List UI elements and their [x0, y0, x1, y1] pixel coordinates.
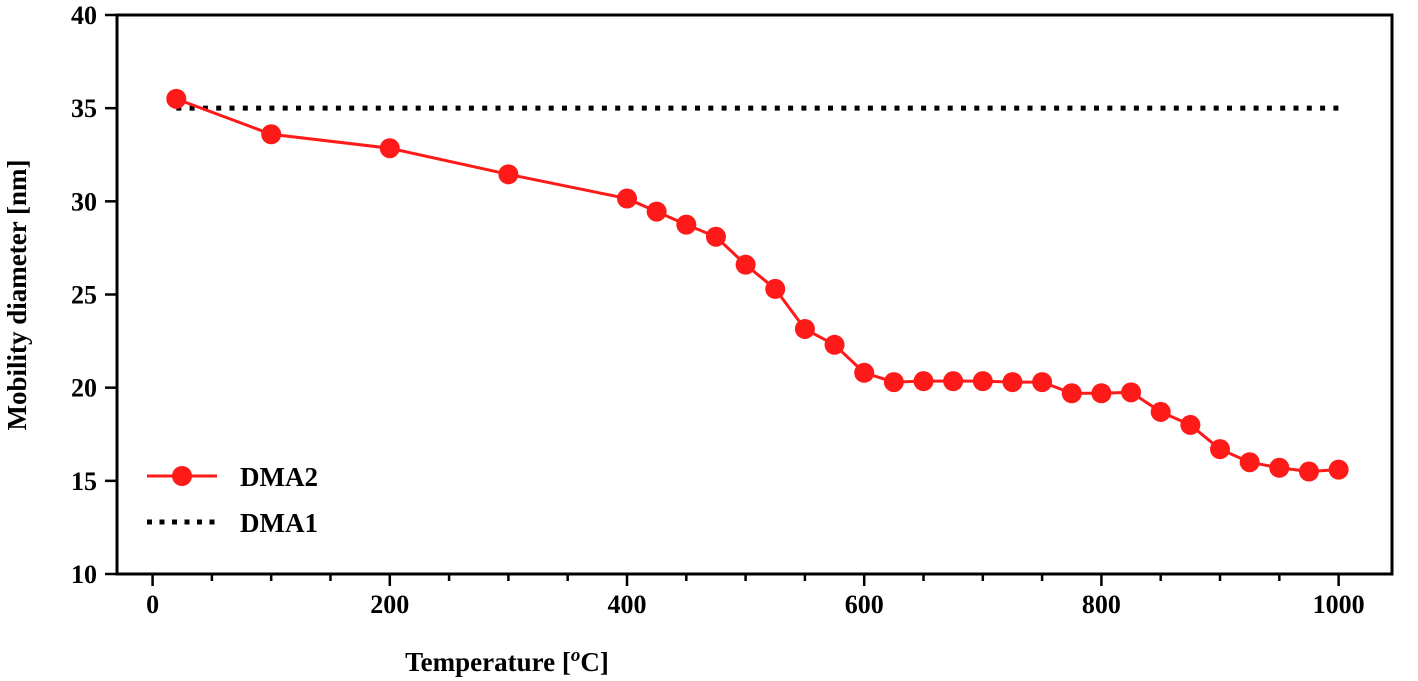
data-point-dma2 [498, 164, 519, 185]
x-axis-title-unit: C] [580, 647, 609, 677]
y-tick-label: 10 [71, 560, 97, 589]
data-point-dma2 [854, 362, 875, 383]
data-point-dma2 [1239, 452, 1260, 473]
y-tick-label: 20 [71, 374, 97, 403]
data-point-dma2 [765, 278, 786, 299]
data-point-dma2 [824, 334, 845, 355]
y-tick-label: 35 [71, 94, 97, 123]
legend: DMA2 DMA1 [147, 462, 318, 538]
y-tick-label: 15 [71, 467, 97, 496]
data-point-dma2 [166, 88, 187, 109]
x-tick-label: 400 [608, 590, 647, 619]
x-tick-label: 600 [845, 590, 884, 619]
x-tick-label: 0 [146, 590, 159, 619]
y-tick-label: 30 [71, 187, 97, 216]
y-tick-label: 40 [71, 1, 97, 30]
data-point-dma2 [1002, 372, 1023, 393]
data-point-dma2 [943, 371, 964, 392]
data-point-dma2 [1121, 382, 1142, 403]
data-point-dma2 [735, 254, 756, 275]
x-tick-label: 800 [1082, 590, 1121, 619]
legend-label-dma2: DMA2 [240, 462, 318, 492]
data-point-dma2 [794, 318, 815, 339]
data-point-dma2 [1180, 414, 1201, 435]
data-point-dma2 [1032, 372, 1053, 393]
x-axis-title-main: Temperature [ [405, 647, 571, 677]
data-point-dma2 [261, 124, 282, 145]
legend-marker-dma2 [172, 466, 192, 486]
y-axis-title: Mobility diameter [nm] [2, 160, 32, 431]
legend-item-dma1: DMA1 [147, 508, 318, 538]
data-point-dma2 [705, 226, 726, 247]
data-point-dma2 [972, 371, 993, 392]
x-axis-title-superscript: o [571, 645, 581, 666]
x-tick-label: 1000 [1313, 590, 1365, 619]
data-point-dma2 [646, 201, 667, 222]
y-axis-ticks: 10 15 20 25 30 35 40 [71, 1, 117, 589]
data-point-dma2 [1269, 457, 1290, 478]
data-point-dma2 [1210, 439, 1231, 460]
data-point-dma2 [1091, 383, 1112, 404]
data-point-dma2 [1298, 461, 1319, 482]
series-layer [166, 88, 1349, 482]
x-tick-label: 200 [370, 590, 409, 619]
legend-item-dma2: DMA2 [147, 462, 318, 492]
data-point-dma2 [913, 371, 934, 392]
data-point-dma2 [379, 138, 400, 159]
data-point-dma2 [1150, 401, 1171, 422]
y-tick-label: 25 [71, 281, 97, 310]
data-point-dma2 [617, 188, 637, 209]
legend-label-dma1: DMA1 [240, 508, 318, 538]
data-point-dma2 [1061, 383, 1082, 404]
x-axis-ticks: 0 200 400 600 800 1000 [146, 574, 1365, 619]
data-point-dma2 [883, 372, 904, 393]
data-point-dma2 [1328, 459, 1349, 480]
data-point-dma2 [676, 214, 697, 235]
x-axis-title: Temperature [oC] [405, 645, 609, 677]
